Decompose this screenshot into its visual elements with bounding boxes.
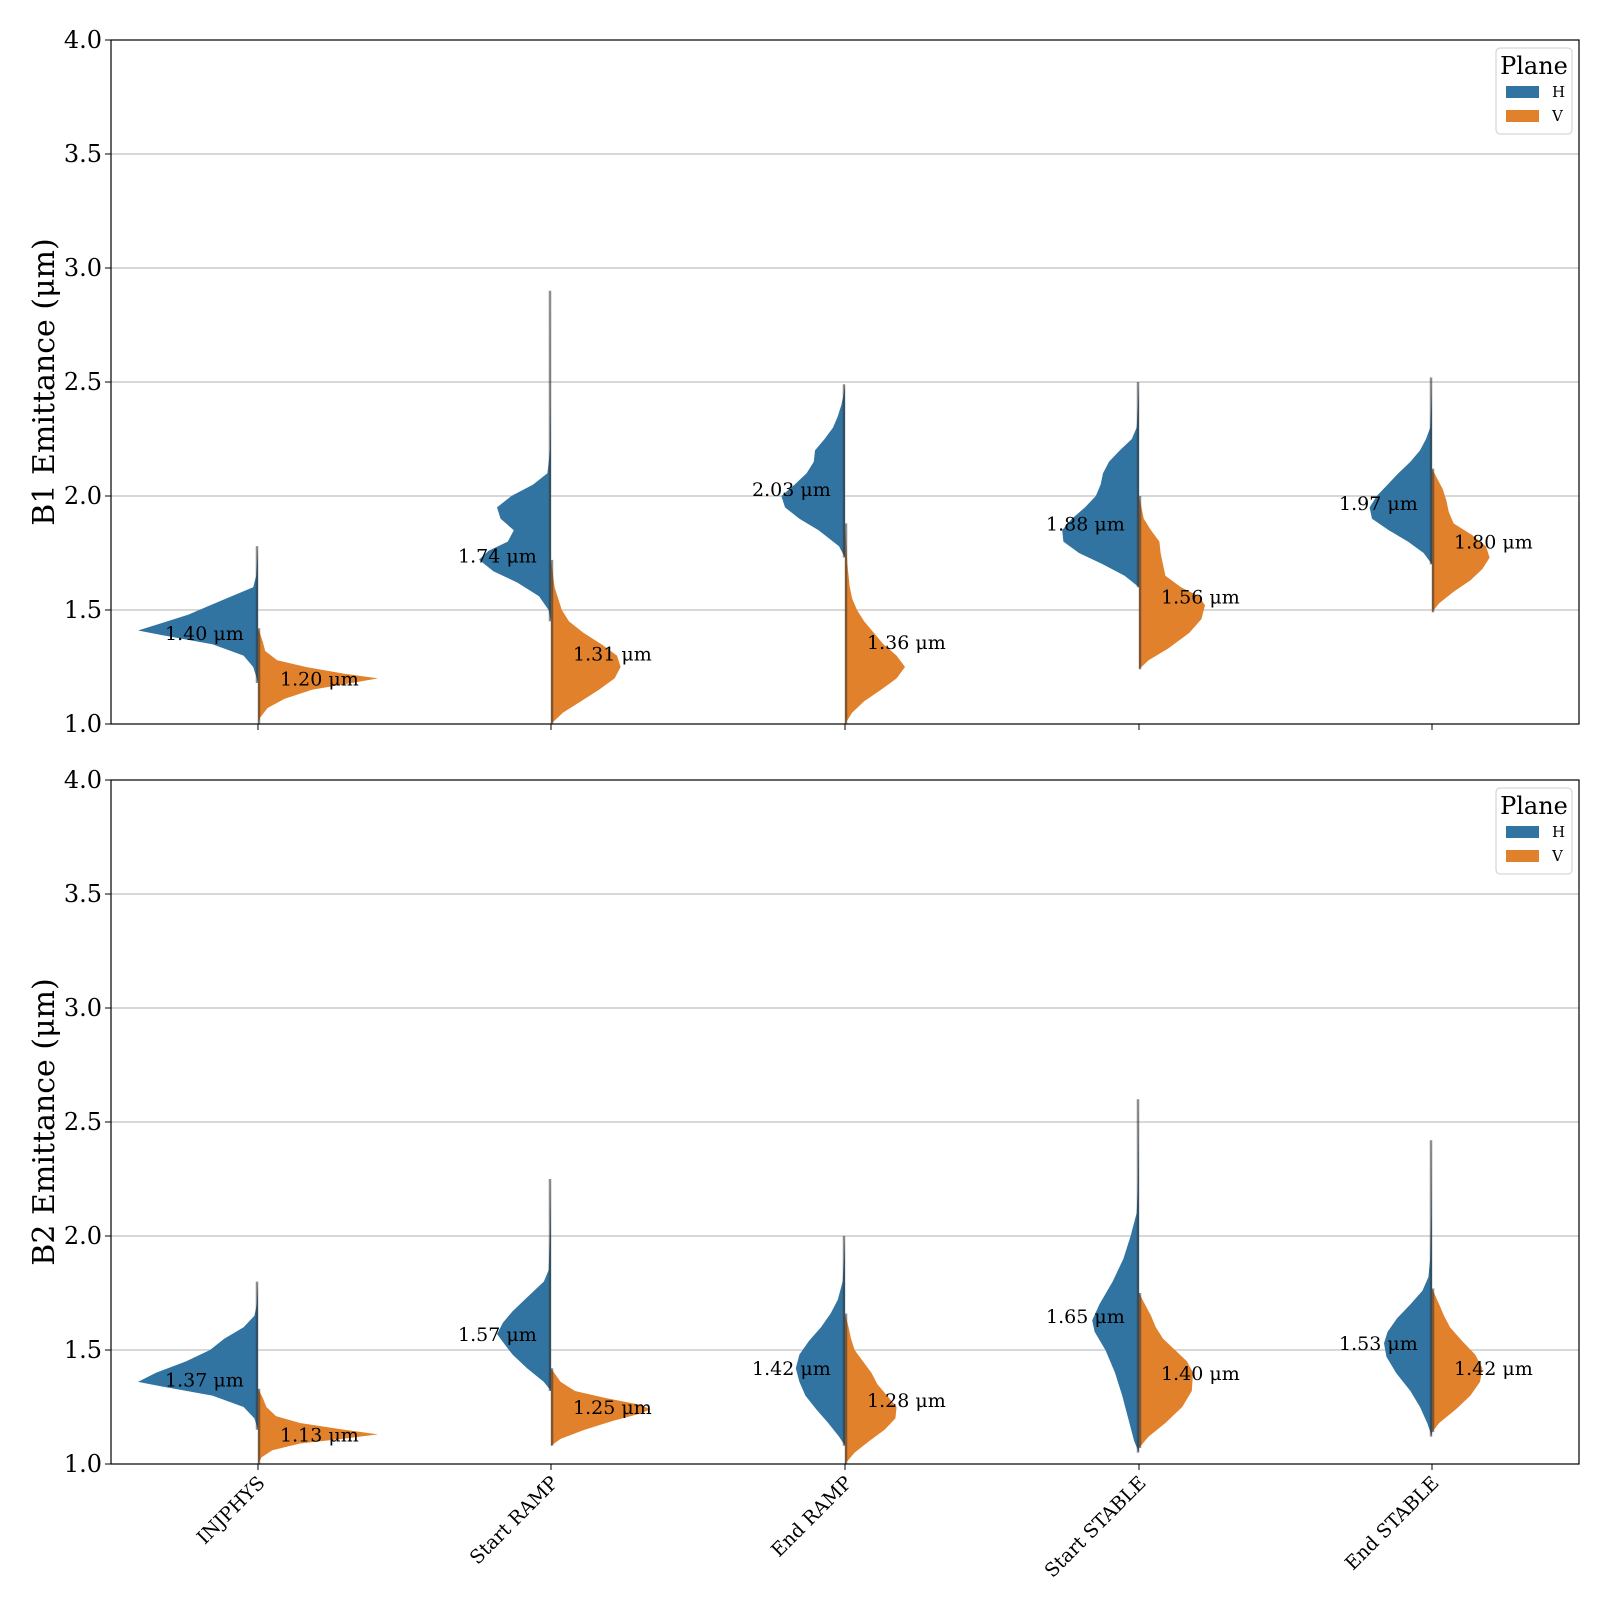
violin-v-4 xyxy=(1139,1293,1193,1448)
violin-v-2 xyxy=(551,1368,651,1446)
legend-label-h: H xyxy=(1552,83,1565,101)
median-label: 2.03 μm xyxy=(752,479,831,501)
x-tick-label: Start RAMP xyxy=(466,1472,563,1569)
legend-title: Plane xyxy=(1500,792,1568,820)
y-tick-label: 1.5 xyxy=(64,1336,102,1364)
violin-v-5 xyxy=(1432,468,1490,613)
y-tick-label: 2.5 xyxy=(64,368,102,396)
chart-panel-1: 1.0 1.5 2.0 2.5 3.0 3.5 4.0 1.40 μm 1.74 μm 2.03 … xyxy=(27,26,1580,738)
y-tick-label: 3.0 xyxy=(64,994,102,1022)
y-axis-title: B2 Emittance (μm) xyxy=(27,978,62,1265)
y-tick-label: 3.5 xyxy=(64,140,102,168)
legend-label-v: V xyxy=(1551,107,1564,125)
median-label: 1.36 μm xyxy=(867,632,946,654)
violin-v-1 xyxy=(258,628,378,724)
median-label: 1.37 μm xyxy=(165,1370,244,1392)
violin-v-1 xyxy=(258,1388,378,1464)
y-tick-label: 2.0 xyxy=(64,482,102,510)
legend-swatch-v xyxy=(1506,110,1539,122)
legend-title: Plane xyxy=(1500,52,1568,80)
violin-h-5 xyxy=(1384,1140,1432,1437)
median-label: 1.25 μm xyxy=(573,1397,652,1419)
plot-frame xyxy=(110,39,1580,725)
y-tick-label: 3.0 xyxy=(64,254,102,282)
y-tick-label: 3.5 xyxy=(64,880,102,908)
violin-v-3 xyxy=(845,523,905,724)
violin-h-4 xyxy=(1062,382,1139,588)
median-label: 1.57 μm xyxy=(458,1324,537,1346)
violin-h-4 xyxy=(1092,1099,1139,1453)
violin-v-4 xyxy=(1139,496,1205,670)
y-axis-title: B1 Emittance (μm) xyxy=(27,238,62,525)
violin-h-5 xyxy=(1369,377,1432,565)
x-tick-label: End RAMP xyxy=(767,1472,857,1562)
legend-swatch-h xyxy=(1506,86,1539,98)
violin-v-5 xyxy=(1432,1288,1483,1433)
median-label: 1.88 μm xyxy=(1046,513,1125,535)
y-tick-label: 4.0 xyxy=(64,26,102,54)
median-label: 1.28 μm xyxy=(867,1390,946,1412)
median-label: 1.42 μm xyxy=(752,1358,831,1380)
y-tick-label: 1.0 xyxy=(64,1450,102,1478)
chart-panel-2: 1.0 1.5 2.0 2.5 3.0 3.5 4.0 1.37 μm 1.57 μm 1.42 … xyxy=(27,766,1580,1582)
median-label: 1.56 μm xyxy=(1161,586,1240,608)
legend: Plane HV xyxy=(1495,47,1573,135)
median-label: 1.65 μm xyxy=(1046,1306,1125,1328)
legend-swatch-h xyxy=(1506,826,1539,838)
y-tick-label: 1.5 xyxy=(64,596,102,624)
violin-h-1 xyxy=(138,1281,258,1430)
violin-h-1 xyxy=(138,546,258,683)
y-tick-label: 4.0 xyxy=(64,766,102,794)
legend-label-h: H xyxy=(1552,823,1565,841)
median-label: 1.97 μm xyxy=(1339,493,1418,515)
y-tick-label: 1.0 xyxy=(64,710,102,738)
x-tick-label: Start STABLE xyxy=(1041,1472,1151,1582)
y-tick-label: 2.0 xyxy=(64,1222,102,1250)
median-label: 1.40 μm xyxy=(165,623,244,645)
median-label: 1.20 μm xyxy=(280,668,359,690)
violin-h-3 xyxy=(795,1236,845,1446)
plot-frame xyxy=(110,779,1580,1465)
legend-swatch-v xyxy=(1506,850,1539,862)
violin-h-3 xyxy=(781,384,845,558)
median-label: 1.53 μm xyxy=(1339,1333,1418,1355)
median-label: 1.42 μm xyxy=(1454,1358,1533,1380)
x-tick-label: INJPHYS xyxy=(193,1472,270,1549)
legend: Plane HV xyxy=(1495,787,1573,875)
median-label: 1.13 μm xyxy=(280,1424,359,1446)
violin-v-2 xyxy=(551,559,621,724)
x-tick-label: End STABLE xyxy=(1341,1472,1444,1575)
median-label: 1.31 μm xyxy=(573,643,652,665)
median-label: 1.74 μm xyxy=(458,545,537,567)
legend-label-v: V xyxy=(1551,847,1564,865)
violin-h-2 xyxy=(479,290,551,622)
median-label: 1.40 μm xyxy=(1161,1363,1240,1385)
median-label: 1.80 μm xyxy=(1454,532,1533,554)
violin-h-2 xyxy=(497,1179,551,1391)
violin-v-3 xyxy=(845,1313,897,1464)
y-tick-label: 2.5 xyxy=(64,1108,102,1136)
